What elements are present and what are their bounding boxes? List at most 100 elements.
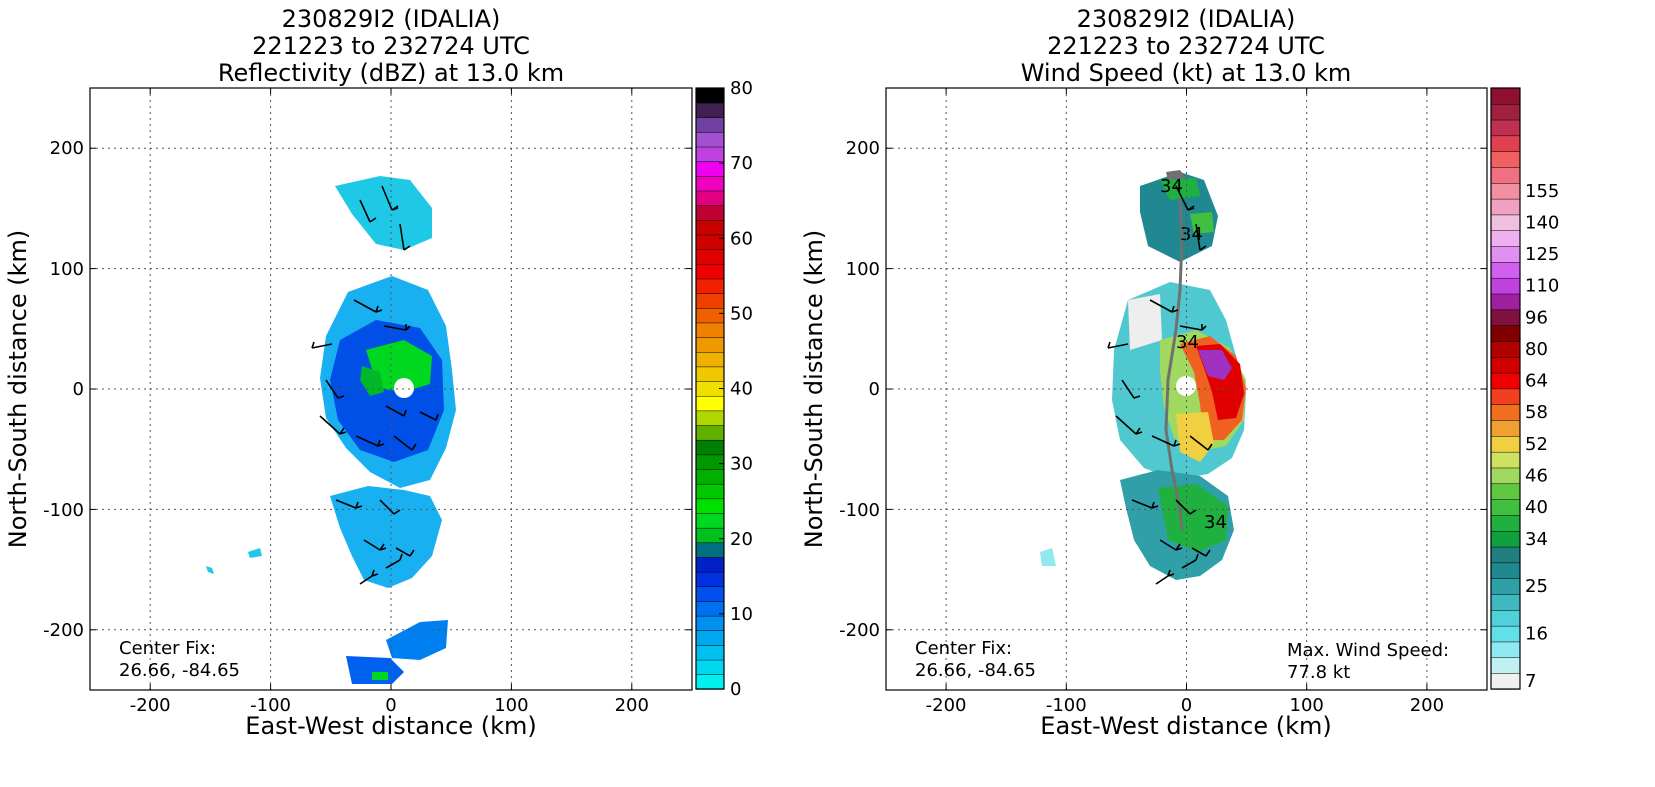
wind-colorbar [1490,87,1521,690]
reflectivity-colorbar-tick-label: 60 [730,228,753,249]
reflectivity-colorbar-band [695,586,725,602]
wind-colorbar-band [1490,135,1521,152]
reflectivity-colorbar-band [695,292,725,309]
reflectivity-colorbar-band [695,571,725,588]
wind-colorbar-tick-label: 40 [1525,497,1548,518]
wind-colorbar-tick-label: 80 [1525,339,1548,360]
reflectivity-colorbar-tick-label: 30 [730,454,753,475]
reflectivity-x-tick-label: -200 [130,695,171,716]
reflectivity-colorbar-band [695,483,725,500]
reflectivity-wind-barbs [311,185,439,585]
wind-colorbar-tick-label: 34 [1525,529,1548,550]
wind-grid [886,88,1487,690]
reflectivity-colorbar-band [695,146,725,162]
reflectivity-grid [90,88,692,690]
wind-contour-labels: 34 34 34 34 [1160,176,1227,533]
reflectivity-colorbar-band [695,205,725,221]
wind-colorbar-tick-label: 46 [1525,465,1548,486]
wind-wind-barbs [1107,185,1213,585]
wind-colorbar-band [1490,119,1521,137]
wind-speed-field [1040,170,1246,580]
reflectivity-y-tick-labels: -200 -100 0 100 200 [43,138,84,641]
reflectivity-colorbar-tick-label: 0 [730,679,741,700]
reflectivity-x-tick-label: 200 [615,695,649,716]
reflectivity-tick-marks [90,88,692,690]
reflectivity-x-tick-label: 100 [494,695,528,716]
wind-colorbar-band [1490,356,1521,374]
wind-contour-label: 34 [1204,512,1227,533]
wind-colorbar-band [1490,641,1521,659]
wind-colorbar-tick-label: 52 [1525,434,1548,455]
wind-colorbar-band [1490,625,1521,643]
reflectivity-colorbar-band [695,175,725,192]
wind-colorbar-band [1490,182,1521,200]
wind-colorbar-band [1490,214,1521,231]
wind-colorbar-tick-label: 110 [1525,276,1559,297]
reflectivity-y-tick-label: -100 [43,500,84,521]
reflectivity-colorbar-band [695,307,725,324]
reflectivity-y-tick-label: 100 [50,259,84,280]
reflectivity-colorbar-band [695,263,725,280]
wind-colorbar-tick-label: 125 [1525,244,1559,265]
reflectivity-colorbar-tick-label: 10 [730,604,753,625]
wind-title-line-3: Wind Speed (kt) at 13.0 km [1021,59,1352,87]
wind-colorbar-band [1490,103,1521,121]
wind-colorbar-band [1490,151,1521,168]
reflectivity-colorbar-band [695,644,725,661]
wind-colorbar-band [1490,404,1521,421]
reflectivity-colorbar-band [695,542,725,558]
reflectivity-center-fix-label: Center Fix: [119,638,216,659]
reflectivity-colorbar-tick-label: 40 [730,379,753,400]
reflectivity-colorbar-band [695,351,725,368]
wind-colorbar-band [1490,324,1521,342]
reflectivity-center-fix-value: 26.66, -84.65 [119,660,240,681]
wind-colorbar-tick-label: 140 [1525,212,1559,233]
wind-colorbar-band [1490,230,1521,247]
reflectivity-colorbar-ticks: 0 10 20 30 40 50 60 70 80 [719,78,753,700]
wind-y-tick-label: 200 [846,138,880,159]
wind-colorbar-band [1490,340,1521,358]
reflectivity-colorbar-band [695,322,725,338]
reflectivity-colorbar-band [695,395,725,412]
wind-contour-label: 34 [1160,176,1183,197]
reflectivity-colorbar-band [695,527,725,544]
reflectivity-colorbar-band [695,87,725,104]
reflectivity-y-tick-label: -200 [43,620,84,641]
reflectivity-colorbar-tick-label: 20 [730,529,753,550]
wind-x-tick-label: -200 [926,695,967,716]
reflectivity-colorbar-band [695,219,725,236]
reflectivity-colorbar-band [695,278,725,294]
reflectivity-colorbar-band [695,615,725,632]
wind-colorbar-band [1490,483,1521,500]
reflectivity-colorbar-band [695,659,725,675]
wind-colorbar-band [1490,562,1521,579]
reflectivity-x-axis-label: East-West distance (km) [245,712,536,740]
wind-title-line-2: 221223 to 232724 UTC [1047,32,1325,60]
wind-colorbar-band [1490,451,1521,469]
max-wind-speed-label: Max. Wind Speed: [1287,640,1449,661]
wind-center-fix-label: Center Fix: [915,638,1012,659]
wind-y-tick-label: -100 [839,500,880,521]
wind-colorbar-tick-label: 96 [1525,307,1548,328]
wind-colorbar-band [1490,530,1521,548]
wind-colorbar-tick-label: 7 [1525,671,1536,692]
wind-colorbar-band [1490,372,1521,390]
wind-colorbar-band [1490,657,1521,674]
reflectivity-panel: 230829I2 (IDALIA) 221223 to 232724 UTC R… [4,5,753,740]
wind-colorbar-band [1490,277,1521,295]
reflectivity-colorbar-band [695,248,725,265]
wind-colorbar-tick-label: 25 [1525,576,1548,597]
wind-colorbar-band [1490,672,1521,690]
wind-title-line-1: 230829I2 (IDALIA) [1077,5,1296,33]
wind-colorbar-band [1490,293,1521,311]
reflectivity-colorbar-band [695,336,725,353]
wind-y-tick-label: 0 [869,379,880,400]
wind-colorbar-band [1490,419,1521,437]
wind-colorbar-band [1490,593,1521,611]
reflectivity-colorbar-tick-label: 50 [730,303,753,324]
wind-colorbar-tick-label: 16 [1525,624,1548,645]
reflectivity-colorbar-band [695,512,725,529]
wind-x-tick-label: -100 [1046,695,1087,716]
reflectivity-colorbar-band [695,424,725,441]
wind-colorbar-band [1490,578,1521,595]
